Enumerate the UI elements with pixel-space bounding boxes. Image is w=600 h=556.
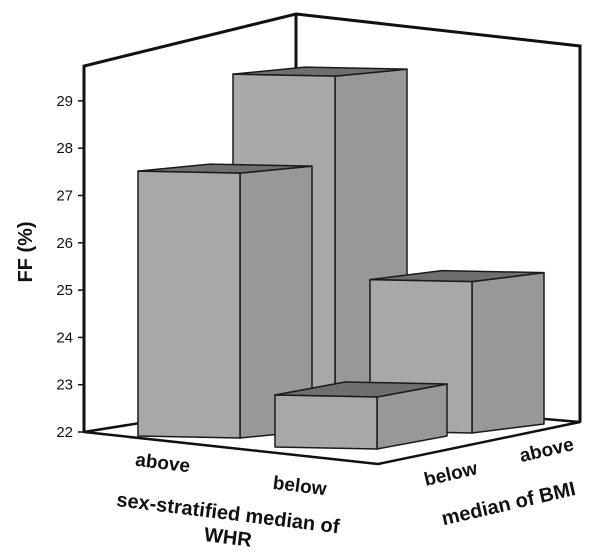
- y-axis: 22 23 24 25 26 27 28 29: [56, 93, 84, 441]
- bar-front-face: [274, 394, 378, 450]
- y-tick-label: 27: [56, 188, 73, 205]
- x-axis-title: sex-stratified median of WHR: [112, 489, 346, 556]
- y-tick-label: 23: [56, 377, 73, 394]
- y-tick-label: 26: [56, 235, 73, 252]
- z-category-label-below: below: [422, 458, 479, 491]
- bar-side-face: [471, 271, 545, 434]
- y-tick-label: 24: [56, 329, 73, 346]
- y-tick-label: 22: [56, 424, 73, 441]
- bar-below-whr-below-bmi: [274, 381, 448, 450]
- y-axis-title: FF (%): [15, 221, 37, 282]
- z-category-label-above: above: [518, 434, 576, 467]
- bar-front-face: [137, 170, 241, 439]
- x-category-label-below: below: [272, 473, 328, 500]
- z-axis-title: median of BMI: [440, 478, 578, 530]
- y-tick-label: 25: [56, 282, 73, 299]
- bars: [137, 66, 545, 450]
- y-tick-label: 28: [56, 140, 73, 157]
- x-category-label-above: above: [134, 450, 191, 478]
- x-axis-title-line2: WHR: [203, 524, 254, 552]
- bar-above-whr-below-bmi: [137, 163, 313, 439]
- y-tick-label: 29: [56, 93, 73, 110]
